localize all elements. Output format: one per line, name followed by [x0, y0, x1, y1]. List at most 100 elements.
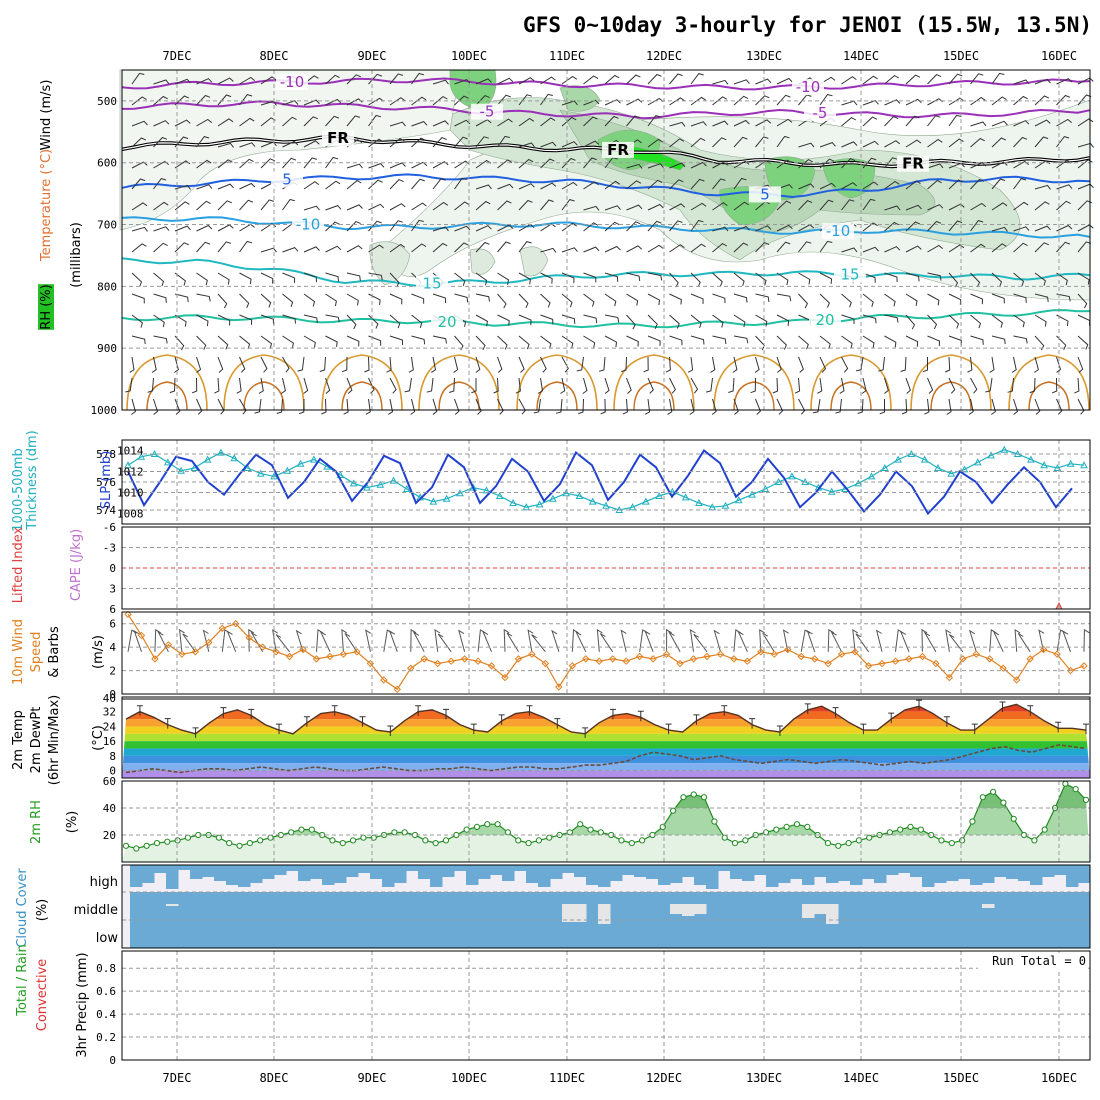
isotherm-label: 15 — [840, 266, 859, 284]
wind-barb — [475, 95, 490, 106]
wind10m-marker — [420, 655, 428, 663]
wind10m-marker — [191, 648, 200, 656]
rh2m-marker — [215, 834, 223, 841]
wind-barb — [647, 73, 662, 85]
cloud-high-bar — [298, 865, 311, 881]
thickness-marker — [880, 463, 889, 471]
rh-label: RH (%) — [39, 284, 54, 329]
orange-low-contour — [910, 354, 992, 411]
wind-barb — [755, 242, 770, 253]
rh2m-marker — [432, 840, 439, 847]
wind10m-marker — [595, 657, 603, 665]
wind-barb — [647, 179, 663, 190]
temp-minmax-bar — [804, 703, 811, 714]
wind-barb — [174, 184, 191, 190]
wind-barb — [905, 139, 922, 148]
temp-color-band — [122, 755, 1090, 764]
wind-barb — [303, 377, 309, 394]
cloud-high-bar — [1042, 865, 1055, 877]
orange-low-contour — [516, 354, 598, 411]
wind-barb — [454, 177, 467, 190]
wind-barb — [518, 272, 531, 285]
rh2m-marker — [659, 823, 666, 831]
wind-barb — [878, 356, 885, 372]
wind10m-barb — [948, 634, 964, 653]
wind10m-marker — [1026, 655, 1034, 663]
wind10m-marker — [905, 655, 913, 663]
wind10m-marker — [810, 655, 819, 663]
wind-barb — [1077, 293, 1088, 309]
rh2m-marker — [494, 821, 501, 828]
wind10m-barb — [1083, 628, 1090, 652]
day-label-bottom: 11DEC — [549, 1071, 585, 1085]
wind-barb — [733, 226, 750, 232]
thickness-marker — [695, 498, 703, 506]
isotherm-label: 5 — [760, 185, 770, 203]
temp-minmax-bar — [776, 725, 783, 736]
wind-barb — [621, 356, 627, 373]
isotherm-label-bg — [416, 275, 448, 292]
wind-barb — [561, 100, 578, 106]
wind-barb — [432, 120, 449, 127]
wind10m-barb — [1017, 632, 1031, 653]
day-label-bottom: 13DEC — [746, 1071, 782, 1085]
rh2m-marker — [525, 840, 532, 847]
wind-barb — [153, 136, 168, 148]
thickness-marker — [376, 480, 385, 488]
wind-barb — [217, 183, 234, 190]
wind-barb — [560, 377, 566, 394]
wind-barb — [733, 119, 750, 127]
temp-minmax-bar — [164, 718, 171, 729]
wind-barb — [411, 243, 427, 253]
wind-barb — [325, 245, 342, 253]
thickness-label-1-group: 1000-500mb — [11, 448, 26, 532]
cloud-level-low: low — [96, 931, 119, 946]
rh2m-marker — [835, 842, 842, 849]
wind-barb — [1011, 356, 1017, 373]
wind-barb — [325, 205, 342, 211]
wind-barb — [841, 141, 858, 148]
thickness-marker — [1040, 461, 1049, 469]
rh2m-frame — [121, 780, 1091, 863]
wind-barb — [540, 182, 557, 190]
wind-barb — [1013, 272, 1025, 287]
wind-barb — [626, 245, 643, 253]
wind-barb — [432, 137, 447, 148]
thickness-marker — [575, 491, 584, 499]
wind-barb — [1034, 242, 1049, 253]
wind-barb — [196, 293, 211, 302]
wind-barb — [346, 335, 360, 347]
wind-barb — [281, 377, 286, 394]
thickness-marker — [947, 469, 956, 477]
wind-barb — [561, 157, 576, 169]
wind-barb — [346, 221, 361, 232]
temp-minmax-bar — [192, 727, 199, 738]
wind-barb — [276, 398, 283, 414]
precip-tick: 0.6 — [96, 985, 116, 998]
wind10m-barb — [481, 630, 492, 652]
wind10m-unit-group: (m/s) — [91, 635, 106, 669]
wind-barb — [604, 221, 620, 232]
wind-barb — [282, 140, 299, 148]
wind-barb — [325, 115, 340, 127]
wind-barb — [518, 199, 533, 211]
wind-barb — [497, 356, 503, 373]
wind10m-barb — [945, 629, 952, 652]
wind-barb — [604, 180, 620, 190]
wind10m-marker — [326, 652, 334, 661]
temp-minmax-bar — [609, 708, 616, 720]
wind-barb — [254, 398, 262, 414]
wind-barb — [948, 272, 959, 288]
wind-barb — [540, 223, 556, 232]
temp-minmax-bar — [637, 710, 644, 722]
day-label-top: 9DEC — [358, 49, 387, 63]
wind-barb — [217, 159, 233, 169]
wind-barb — [1034, 184, 1051, 190]
wind-barb — [669, 377, 677, 394]
cloud-high-bar — [682, 865, 695, 877]
wind10m-barb — [639, 629, 648, 652]
wind-barb — [922, 357, 928, 373]
wind10m-barb — [968, 629, 977, 652]
isotherm-label-bg — [749, 186, 781, 203]
wind10m-barb — [852, 628, 859, 652]
